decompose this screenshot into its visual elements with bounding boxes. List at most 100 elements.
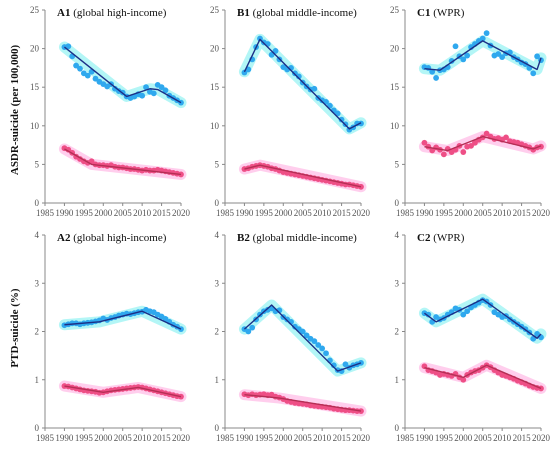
- y-tick-label: 1: [215, 375, 220, 385]
- x-tick-label: 1995: [435, 208, 454, 218]
- data-point: [425, 311, 432, 318]
- x-tick-label: 1985: [36, 208, 55, 218]
- y-tick-label: 20: [390, 44, 400, 54]
- panel-b2: 0 1 2 3 4 1985 1990 1995 2000 2005 2010 2015 2020 B2 …: [215, 230, 371, 443]
- y-tick-label: 3: [395, 278, 400, 288]
- panel-label: B2: [237, 232, 250, 244]
- data-point: [421, 139, 428, 146]
- data-point: [479, 35, 486, 42]
- y-tick-label: 20: [210, 44, 220, 54]
- data-point: [315, 342, 322, 348]
- data-point: [338, 116, 345, 123]
- trend-line: [64, 310, 182, 330]
- data-point: [460, 376, 467, 383]
- x-tick-label: 2005: [114, 208, 133, 218]
- x-tick-label: 1985: [216, 433, 235, 443]
- row-label-top: ASDR-suicide (per 100,000): [9, 45, 21, 176]
- data-point: [495, 51, 502, 57]
- y-tick-label: 10: [210, 121, 220, 131]
- x-tick-label: 2010: [133, 208, 152, 218]
- data-point: [65, 43, 72, 50]
- series-cyan-c1: [418, 30, 547, 81]
- y-tick-label: 15: [210, 82, 220, 92]
- data-point: [479, 134, 486, 141]
- y-tick-label: 15: [30, 82, 40, 92]
- data-point: [311, 85, 318, 92]
- y-tick-label: 2: [395, 327, 400, 337]
- x-tick-label: 2000: [454, 208, 473, 218]
- x-tick-label: 1985: [216, 208, 235, 218]
- x-tick-label: 2010: [133, 433, 152, 443]
- trend-line: [64, 385, 182, 398]
- x-tick-label: 2005: [114, 433, 133, 443]
- x-tick-label: 1995: [75, 208, 94, 218]
- data-point: [429, 68, 436, 75]
- data-point: [241, 69, 248, 76]
- panel-label: C1: [417, 7, 430, 19]
- y-tick-label: 0: [395, 198, 400, 208]
- data-point: [452, 43, 459, 50]
- trend-line: [424, 40, 542, 71]
- data-point: [429, 147, 436, 154]
- x-tick-label: 2020: [532, 433, 550, 443]
- y-tick-label: 5: [395, 159, 400, 169]
- series-pink-c2: [418, 359, 547, 394]
- x-tick-label: 1990: [235, 208, 254, 218]
- trend-line: [243, 38, 362, 130]
- y-tick-label: 0: [215, 198, 220, 208]
- series-cyan-c2: [418, 293, 547, 344]
- x-tick-label: 2000: [94, 208, 113, 218]
- panel-subtitle: (global high-income): [70, 7, 166, 19]
- panel-label: A2: [57, 232, 71, 244]
- x-tick-label: 1995: [435, 433, 454, 443]
- data-point: [272, 48, 279, 54]
- y-tick-label: 10: [30, 121, 40, 131]
- trend-line: [424, 298, 542, 339]
- x-tick-label: 1990: [415, 208, 434, 218]
- trend-line: [424, 135, 542, 152]
- data-point: [299, 328, 306, 335]
- data-point: [530, 70, 537, 77]
- panel-a2: 0 1 2 3 4 1985 1990 1995 2000 2005 2010 2015 2020 A2 …: [35, 230, 191, 443]
- x-tick-label: 2000: [454, 433, 473, 443]
- data-point: [483, 30, 490, 37]
- row-label-bottom: PTD-suicide (%): [9, 288, 21, 367]
- x-tick-label: 1985: [396, 208, 415, 218]
- x-tick-label: 1995: [255, 208, 274, 218]
- x-tick-label: 2005: [474, 433, 493, 443]
- data-point: [323, 350, 329, 357]
- series-cyan-b2: [238, 299, 367, 377]
- data-point: [342, 361, 349, 368]
- x-tick-label: 2000: [274, 208, 293, 218]
- x-tick-label: 2005: [294, 433, 313, 443]
- data-point: [460, 149, 467, 155]
- x-tick-label: 2000: [94, 433, 113, 443]
- y-tick-label: 10: [390, 121, 400, 131]
- data-point: [303, 332, 310, 339]
- x-tick-label: 1990: [235, 433, 254, 443]
- panel-a1: 0 5 10 15 20 25 1985 1990 1995 2000 2005 2010 2015 20…: [30, 5, 191, 218]
- y-tick-label: 4: [215, 230, 220, 240]
- y-tick-label: 1: [395, 375, 400, 385]
- data-point: [503, 134, 509, 141]
- x-tick-label: 2005: [474, 208, 493, 218]
- x-tick-label: 2015: [153, 208, 172, 218]
- y-tick-label: 25: [30, 5, 40, 15]
- series-pink-a1: [58, 143, 187, 180]
- data-point: [92, 75, 99, 82]
- data-point: [460, 311, 467, 318]
- data-point: [433, 75, 439, 81]
- data-point: [249, 324, 256, 331]
- data-point: [88, 158, 95, 165]
- panel-subtitle: (global middle-income): [250, 7, 357, 19]
- y-tick-label: 0: [35, 198, 40, 208]
- y-tick-label: 4: [395, 230, 400, 240]
- panel-title-c2: C2 (WPR): [417, 232, 465, 244]
- data-point: [143, 84, 149, 91]
- trend-line: [243, 304, 362, 372]
- data-point: [534, 53, 541, 60]
- data-point: [77, 65, 83, 72]
- data-point: [245, 328, 252, 335]
